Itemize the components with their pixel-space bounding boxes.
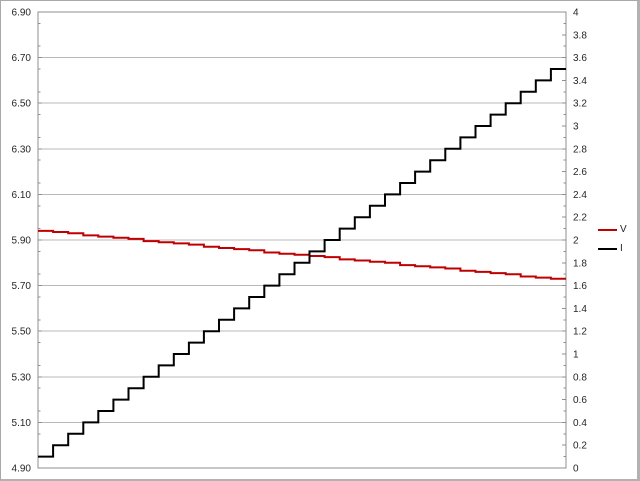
- v-series-label: V: [620, 224, 627, 235]
- right-axis-label: 2.8: [573, 144, 587, 155]
- left-axis-label: 6.70: [12, 53, 32, 64]
- i-series-label: I: [620, 243, 623, 254]
- right-axis-label: 3.6: [573, 53, 587, 64]
- v-series-swatch: [598, 228, 617, 231]
- right-axis-label: 1.4: [573, 304, 587, 315]
- right-axis-label: 1.2: [573, 327, 587, 338]
- right-axis-label: 3.4: [573, 76, 587, 87]
- legend-item-v: V: [598, 224, 627, 235]
- series-line-v: [38, 229, 566, 280]
- right-axis-label: 1.8: [573, 258, 587, 269]
- right-axis-label: 3.2: [573, 99, 587, 110]
- left-axis-label: 6.90: [12, 8, 32, 19]
- series-line-i: [38, 68, 566, 458]
- right-axis-label: 1.6: [573, 281, 587, 292]
- right-axis-label: 3.8: [573, 30, 587, 41]
- right-axis-label: 0: [573, 464, 579, 475]
- left-axis-label: 5.10: [12, 418, 32, 429]
- right-axis-label: 0.4: [573, 418, 587, 429]
- left-axis-label: 6.30: [12, 144, 32, 155]
- left-axis-label: 6.10: [12, 190, 32, 201]
- legend-item-i: I: [598, 243, 627, 254]
- right-axis-label: 1: [573, 350, 579, 361]
- right-axis-label: 2.6: [573, 167, 587, 178]
- left-axis-label: 5.30: [12, 372, 32, 383]
- right-axis-label: 2.4: [573, 190, 587, 201]
- left-axis-label: 4.90: [12, 464, 32, 475]
- right-axis-label: 0.6: [573, 395, 587, 406]
- right-axis-label: 2: [573, 236, 579, 247]
- axis-labels: 6.90 6.70 6.50 6.30 6.10 5.90 5.70 5.50 5.30 5.10…: [12, 8, 588, 475]
- right-axis-label: 0.2: [573, 441, 587, 452]
- left-axis-label: 6.50: [12, 99, 32, 110]
- right-axis-label: 2.2: [573, 213, 587, 224]
- i-series-swatch: [598, 247, 617, 250]
- gridlines: [38, 57, 566, 423]
- right-axis-label: 4: [573, 8, 579, 19]
- left-axis-label: 5.50: [12, 327, 32, 338]
- left-axis-label: 5.90: [12, 236, 32, 247]
- legend: V I: [598, 224, 627, 254]
- right-axis-label: 0.8: [573, 372, 587, 383]
- left-axis-label: 5.70: [12, 281, 32, 292]
- right-axis-label: 3: [573, 122, 579, 133]
